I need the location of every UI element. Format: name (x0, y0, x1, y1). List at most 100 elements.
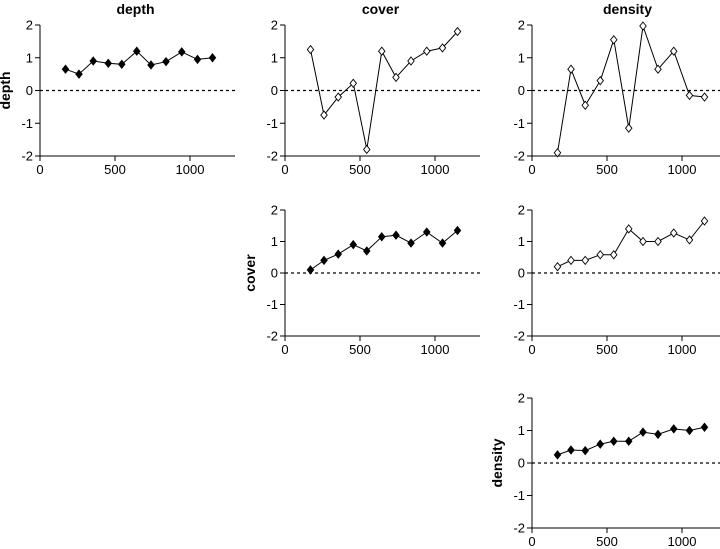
panel-depth-density: -2 -1 0 1 2 0 500 1000 (513, 18, 720, 177)
x-tick-label: 1000 (668, 162, 697, 177)
y-tick-label: -2 (513, 329, 525, 344)
panel-density-density: -2 -1 0 1 2 0 500 1000 (513, 391, 720, 549)
x-tick-label: 500 (596, 342, 618, 357)
y-tick-label: 0 (518, 456, 525, 471)
data-point (567, 64, 575, 74)
data-point (162, 56, 170, 67)
data-point (639, 236, 647, 247)
row-label-cover: cover (242, 254, 258, 292)
x-tick-label: 1000 (421, 162, 450, 177)
y-tick-label: 1 (518, 234, 525, 249)
x-tick-label: 0 (281, 162, 288, 177)
data-point (567, 445, 575, 455)
data-point (117, 59, 126, 70)
y-tick-label: -2 (21, 149, 33, 164)
column-title-cover: cover (362, 1, 400, 17)
y-tick-label: -1 (513, 488, 525, 503)
y-tick-label: 0 (518, 83, 525, 98)
y-tick-label: 1 (271, 50, 278, 65)
panel-depth-cover: -2 -1 0 1 2 0 500 1000 (266, 18, 480, 177)
data-point (624, 436, 633, 446)
column-title-density: density (603, 1, 652, 17)
data-point (654, 429, 662, 440)
y-tick-label: 0 (271, 83, 278, 98)
data-point (609, 35, 618, 45)
x-tick-label: 1000 (668, 342, 697, 357)
data-point (553, 148, 562, 158)
data-point (177, 47, 186, 57)
data-point (581, 445, 590, 456)
data-point (596, 439, 605, 449)
data-point (624, 224, 633, 234)
data-point (320, 110, 328, 120)
data-point (581, 100, 590, 110)
data-point (334, 92, 343, 102)
data-point (362, 144, 371, 155)
x-tick-label: 500 (596, 162, 618, 177)
data-point (596, 250, 605, 260)
data-point (581, 255, 590, 266)
data-point (654, 236, 662, 247)
y-tick-label: -1 (513, 297, 525, 312)
data-point (422, 46, 431, 56)
data-point (407, 238, 415, 248)
data-point (306, 265, 315, 275)
data-point (700, 92, 709, 102)
data-point (700, 216, 709, 226)
x-tick-label: 0 (281, 342, 288, 357)
data-point (392, 72, 400, 83)
data-point (422, 227, 431, 237)
data-point (639, 21, 647, 31)
y-tick-label: 0 (26, 83, 33, 98)
data-point (685, 90, 694, 101)
data-point (306, 44, 315, 55)
data-point (132, 46, 141, 56)
data-point (553, 450, 562, 460)
panel-cover-cover: -2 -1 0 1 2 0 500 1000 (266, 203, 480, 357)
y-tick-label: -2 (266, 149, 278, 164)
data-point (685, 235, 694, 245)
x-tick-label: 500 (349, 342, 371, 357)
data-point (104, 58, 113, 69)
data-point (609, 250, 618, 260)
column-title-depth: depth (116, 1, 154, 17)
data-point (349, 78, 358, 89)
x-tick-label: 0 (528, 534, 535, 549)
y-tick-label: -1 (21, 116, 33, 131)
y-tick-label: 2 (518, 18, 525, 33)
data-point (193, 54, 202, 65)
data-point (453, 26, 462, 37)
data-point (377, 46, 386, 56)
data-point (147, 60, 155, 70)
row-label-density: density (489, 438, 505, 487)
data-point (61, 64, 70, 74)
data-point (639, 427, 647, 437)
series-line (557, 25, 705, 153)
data-point (362, 246, 371, 256)
y-tick-label: 0 (518, 266, 525, 281)
x-tick-label: 1000 (421, 342, 450, 357)
y-tick-label: 1 (26, 50, 33, 65)
y-tick-label: 2 (26, 18, 33, 33)
y-tick-label: 1 (518, 423, 525, 438)
data-point (669, 424, 678, 434)
data-point (377, 232, 386, 242)
x-tick-label: 500 (596, 534, 618, 549)
y-tick-label: -2 (513, 149, 525, 164)
data-point (609, 436, 618, 446)
data-point (75, 69, 83, 79)
data-point (669, 228, 678, 238)
x-tick-label: 500 (104, 162, 126, 177)
y-tick-label: 2 (518, 391, 525, 406)
y-tick-label: -2 (266, 329, 278, 344)
y-tick-label: -1 (266, 116, 278, 131)
data-point (685, 425, 694, 436)
data-point (596, 75, 605, 86)
data-point (320, 255, 328, 266)
y-tick-label: -1 (266, 297, 278, 312)
x-tick-label: 1000 (668, 534, 697, 549)
data-point (624, 123, 633, 133)
x-tick-label: 0 (528, 162, 535, 177)
y-tick-label: -1 (513, 116, 525, 131)
data-point (89, 56, 98, 66)
